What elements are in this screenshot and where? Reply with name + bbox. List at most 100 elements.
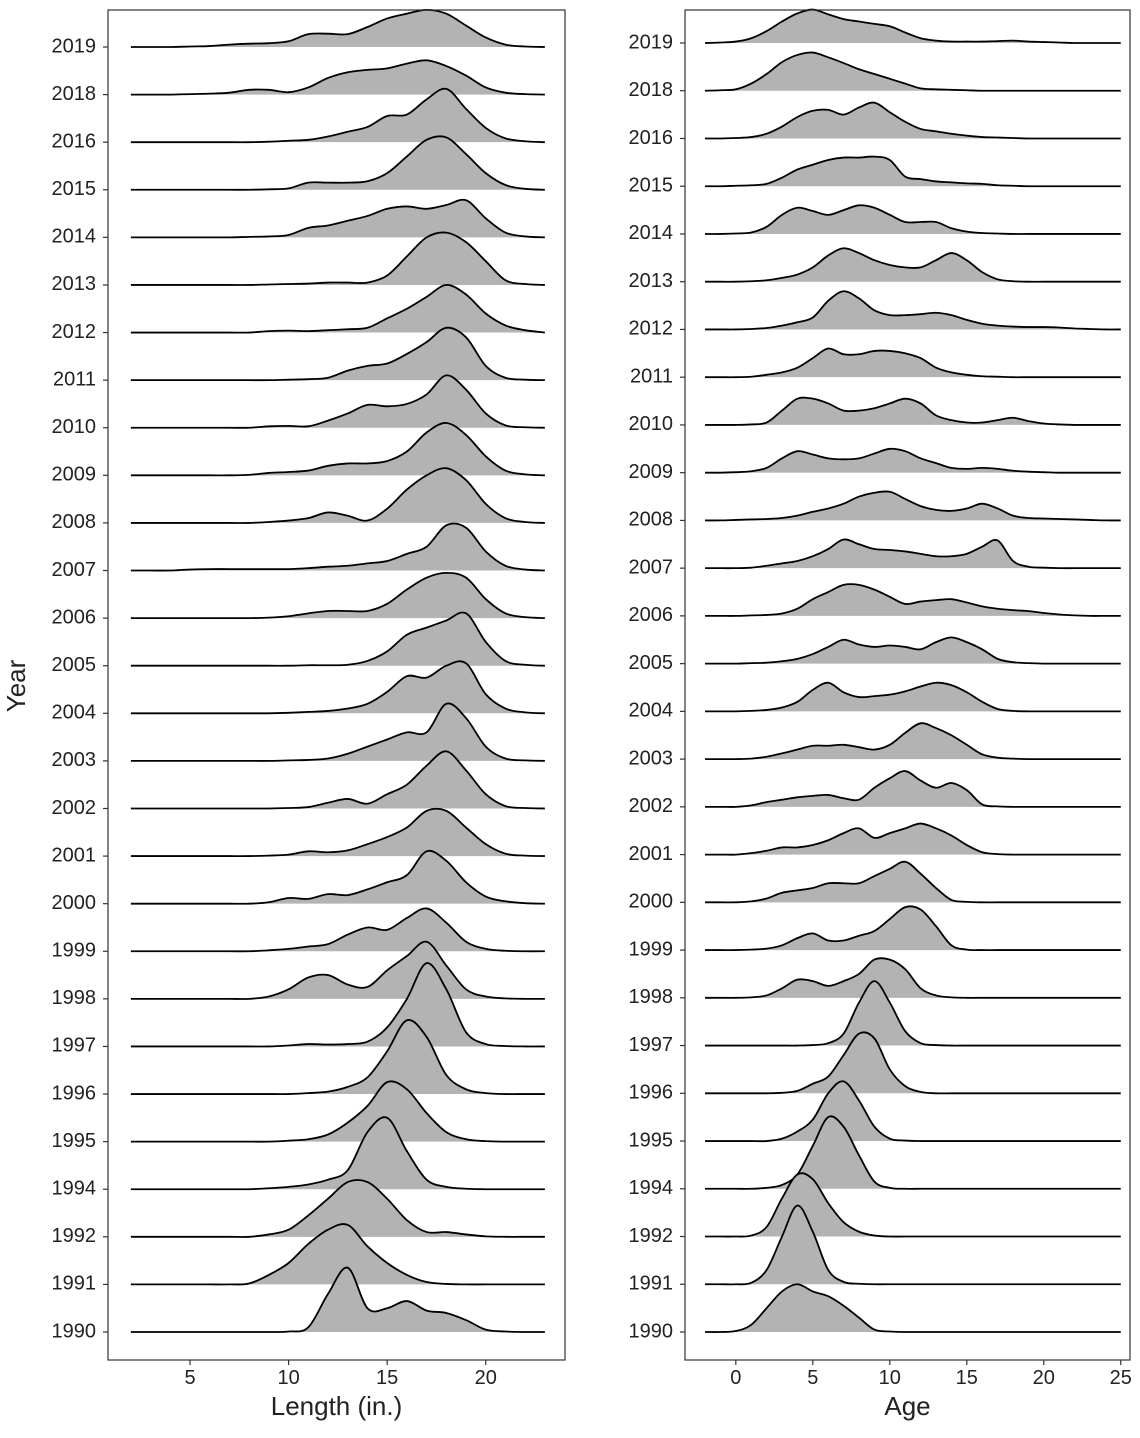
ridge-line	[130, 1223, 545, 1286]
ridge-area	[130, 612, 545, 666]
y-tick-label: 2007	[629, 556, 674, 578]
ridge-area	[705, 637, 1121, 664]
ridge-line	[130, 8, 545, 48]
ridge-line	[130, 326, 545, 382]
y-tick-label: 1992	[52, 1225, 97, 1247]
y-tick-label: 2014	[52, 226, 97, 248]
x-tick-label: 15	[956, 1367, 978, 1389]
y-tick-label: 2010	[629, 413, 674, 435]
ridge-line	[705, 1031, 1121, 1095]
ridge-area	[705, 205, 1121, 234]
ridge-line	[705, 1283, 1121, 1333]
x-tick-label: 15	[376, 1367, 398, 1389]
ridge-line	[130, 660, 545, 715]
ridge-line	[705, 290, 1121, 331]
ridge-area	[130, 9, 545, 48]
y-tick-label: 1995	[629, 1129, 674, 1151]
ridge-line	[705, 1172, 1121, 1238]
ridge-area	[130, 908, 545, 952]
ridge-line	[705, 396, 1121, 426]
ridge-area	[705, 448, 1121, 473]
ridge-area	[705, 291, 1121, 330]
ridge-line	[130, 907, 545, 953]
x-axis-title: Age	[884, 1391, 930, 1421]
y-tick-label: 1999	[52, 940, 97, 962]
ridge-line	[705, 980, 1121, 1047]
ridge-line	[705, 905, 1121, 952]
ridge-area	[130, 136, 545, 190]
ridge-area	[705, 248, 1121, 282]
y-tick-label: 2003	[52, 749, 97, 771]
ridge-area	[130, 1267, 545, 1333]
ridge-line	[705, 538, 1121, 570]
y-tick-label: 2019	[52, 35, 97, 57]
x-tick-label: 5	[184, 1367, 195, 1389]
y-tick-label: 2002	[52, 797, 97, 819]
y-tick-label: 2004	[52, 702, 97, 724]
ridge-line	[130, 422, 545, 477]
ridge-area	[130, 284, 545, 333]
y-tick-label: 2006	[629, 604, 674, 626]
y-tick-label: 2013	[52, 273, 97, 295]
x-tick-label: 20	[1033, 1367, 1055, 1389]
ridge-area	[130, 751, 545, 809]
y-tick-label: 2019	[629, 31, 674, 53]
x-tick-label: 25	[1110, 1367, 1132, 1389]
ridge-area	[130, 1019, 545, 1095]
y-tick-label: 2015	[52, 178, 97, 200]
y-tick-label: 2016	[52, 130, 97, 152]
ridge-line	[130, 467, 545, 524]
ridge-line	[130, 807, 545, 858]
ridge-area	[705, 861, 1121, 903]
ridge-area	[705, 539, 1121, 569]
ridge-area	[130, 1180, 545, 1237]
ridge-area	[705, 9, 1121, 44]
ridge-line	[130, 284, 545, 334]
ridge-line	[705, 681, 1121, 713]
y-tick-label: 1994	[629, 1177, 674, 1199]
y-tick-label: 2000	[629, 891, 674, 913]
ridge-area	[705, 102, 1121, 139]
ridge-area	[705, 958, 1121, 998]
y-tick-label: 1997	[629, 1034, 674, 1056]
ridge-line	[130, 1179, 545, 1238]
ridge-line	[705, 722, 1121, 761]
ridge-area	[705, 491, 1121, 521]
ridge-line	[705, 347, 1121, 379]
ridge-line	[705, 155, 1121, 188]
ridge-line	[705, 204, 1121, 235]
y-tick-label: 2006	[52, 606, 97, 628]
ridge-line	[130, 962, 545, 1048]
ridge-area	[705, 584, 1121, 616]
ridge-area	[130, 523, 545, 571]
ridge-line	[130, 198, 545, 239]
ridge-line	[705, 1080, 1121, 1143]
ridge-area	[130, 60, 545, 95]
ridge-line	[705, 636, 1121, 665]
ridge-area	[130, 808, 545, 857]
x-axis-title: Length (in.)	[271, 1391, 403, 1421]
ridge-area	[130, 422, 545, 476]
panel-border	[684, 9, 1131, 1361]
ridge-area	[130, 850, 545, 904]
ridge-line	[130, 374, 545, 429]
ridge-line	[130, 87, 545, 144]
ridge-line	[705, 770, 1121, 808]
y-tick-label: 1997	[52, 1035, 97, 1057]
x-tick-label: 10	[277, 1367, 299, 1389]
ridge-area	[705, 156, 1121, 187]
ridge-area	[130, 703, 545, 761]
y-axis-title: Year	[1, 659, 31, 712]
ridge-line	[705, 1204, 1121, 1286]
ridge-line	[705, 247, 1121, 283]
ridges	[130, 8, 545, 1333]
y-tick-label: 2012	[629, 318, 674, 340]
ridge-area	[705, 348, 1121, 378]
ridge-line	[705, 860, 1121, 904]
ridge-area	[705, 823, 1121, 855]
y-tick-label: 1991	[629, 1273, 674, 1295]
y-tick-label: 2004	[629, 700, 674, 722]
ridge-area	[130, 232, 545, 285]
ridge-line	[130, 702, 545, 762]
